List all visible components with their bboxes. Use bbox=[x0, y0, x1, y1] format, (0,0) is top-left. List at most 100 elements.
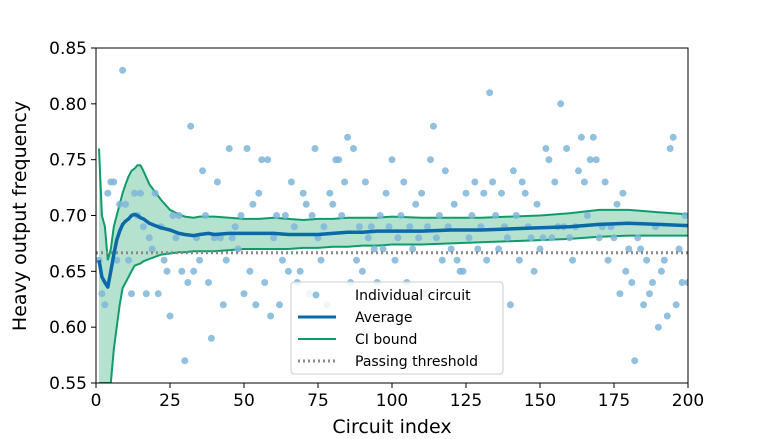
scatter-point bbox=[577, 133, 585, 141]
scatter-point bbox=[462, 189, 470, 197]
scatter-point bbox=[681, 212, 688, 219]
scatter-point bbox=[409, 245, 417, 253]
scatter-point bbox=[557, 100, 565, 108]
scatter-point bbox=[586, 156, 594, 164]
scatter-point bbox=[447, 245, 455, 253]
y-axis-ticks: 0.55 0.60 0.65 0.70 0.75 0.80 0.85 bbox=[49, 39, 96, 394]
scatter-point bbox=[264, 156, 272, 164]
legend-marker-individual-circuit bbox=[312, 291, 320, 299]
scatter-point bbox=[344, 133, 352, 141]
scatter-point bbox=[432, 234, 440, 242]
scatter-point bbox=[151, 189, 159, 197]
scatter-point bbox=[400, 178, 408, 186]
scatter-point bbox=[616, 290, 624, 298]
scatter-point bbox=[634, 234, 642, 242]
scatter-point bbox=[364, 234, 372, 242]
scatter-point bbox=[142, 290, 150, 298]
scatter-point bbox=[311, 145, 319, 152]
scatter-point bbox=[663, 312, 671, 320]
scatter-point bbox=[530, 267, 538, 275]
scatter-point bbox=[249, 200, 257, 208]
scatter-point bbox=[139, 223, 147, 231]
scatter-point bbox=[279, 256, 286, 264]
scatter-point bbox=[563, 145, 571, 152]
scatter-point bbox=[243, 145, 251, 152]
scatter-point bbox=[604, 256, 612, 264]
scatter-point bbox=[228, 234, 236, 242]
scatter-point bbox=[649, 279, 656, 286]
scatter-point bbox=[122, 200, 130, 208]
scatter-point bbox=[326, 189, 334, 197]
scatter-point bbox=[231, 223, 239, 231]
scatter-point bbox=[178, 267, 186, 275]
scatter-point bbox=[240, 290, 248, 298]
scatter-point bbox=[367, 223, 375, 231]
scatter-point bbox=[595, 234, 603, 242]
scatter-point bbox=[145, 234, 153, 242]
y-tick-label: 0.55 bbox=[49, 374, 87, 394]
legend-label-ci-bound: CI bound bbox=[355, 332, 417, 348]
scatter-point bbox=[518, 178, 526, 186]
legend-box bbox=[290, 281, 504, 375]
x-tick-label: 25 bbox=[159, 391, 181, 411]
scatter-point bbox=[450, 200, 458, 208]
scatter-point bbox=[119, 66, 127, 74]
scatter-point bbox=[631, 357, 639, 365]
scatter-point bbox=[438, 256, 446, 264]
scatter-point bbox=[299, 189, 307, 197]
scatter-point bbox=[441, 167, 449, 175]
scatter-point bbox=[453, 256, 461, 264]
scatter-point bbox=[202, 212, 209, 219]
scatter-point bbox=[273, 212, 281, 219]
scatter-point bbox=[361, 178, 369, 186]
scatter-point bbox=[169, 212, 177, 219]
scatter-point bbox=[622, 267, 630, 275]
scatter-point bbox=[495, 245, 503, 253]
scatter-point bbox=[592, 156, 600, 164]
scatter-point bbox=[175, 212, 183, 219]
x-tick-label: 175 bbox=[598, 391, 630, 411]
scatter-point bbox=[506, 301, 514, 309]
legend: Individual circuit Average CI bound Pass… bbox=[290, 281, 504, 375]
scatter-point bbox=[281, 212, 289, 219]
scatter-point bbox=[429, 122, 437, 130]
scatter-point bbox=[551, 178, 559, 186]
scatter-point bbox=[435, 212, 443, 219]
scatter-point bbox=[329, 200, 337, 208]
scatter-point bbox=[358, 267, 366, 275]
scatter-point bbox=[536, 245, 544, 253]
scatter-point bbox=[219, 301, 227, 309]
scatter-point bbox=[465, 234, 473, 242]
scatter-point bbox=[284, 267, 292, 275]
scatter-point bbox=[255, 189, 263, 197]
scatter-point bbox=[131, 189, 138, 197]
scatter-point bbox=[625, 245, 633, 253]
scatter-point bbox=[589, 133, 597, 141]
y-tick-label: 0.80 bbox=[49, 95, 87, 115]
scatter-point bbox=[542, 145, 550, 152]
scatter-point bbox=[163, 267, 171, 275]
scatter-point bbox=[498, 189, 505, 197]
scatter-point bbox=[190, 267, 198, 275]
x-tick-label: 125 bbox=[450, 391, 482, 411]
x-tick-label: 200 bbox=[672, 391, 704, 411]
scatter-point bbox=[643, 256, 651, 264]
scatter-point bbox=[148, 245, 156, 253]
scatter-point bbox=[486, 89, 494, 97]
scatter-point bbox=[382, 189, 390, 197]
scatter-point bbox=[320, 223, 328, 231]
scatter-point bbox=[308, 212, 316, 219]
scatter-point bbox=[515, 256, 523, 264]
ci-lower-bound-line bbox=[99, 234, 688, 383]
scatter-point bbox=[509, 167, 517, 175]
scatter-point bbox=[566, 234, 574, 242]
scatter-point bbox=[196, 256, 204, 264]
x-tick-label: 150 bbox=[524, 391, 556, 411]
x-tick-label: 75 bbox=[307, 391, 329, 411]
scatter-point bbox=[276, 301, 283, 309]
scatter-point bbox=[136, 189, 144, 197]
y-axis-title: Heavy output frequency bbox=[9, 101, 31, 331]
scatter-point bbox=[474, 245, 482, 253]
scatter-point bbox=[675, 245, 683, 253]
